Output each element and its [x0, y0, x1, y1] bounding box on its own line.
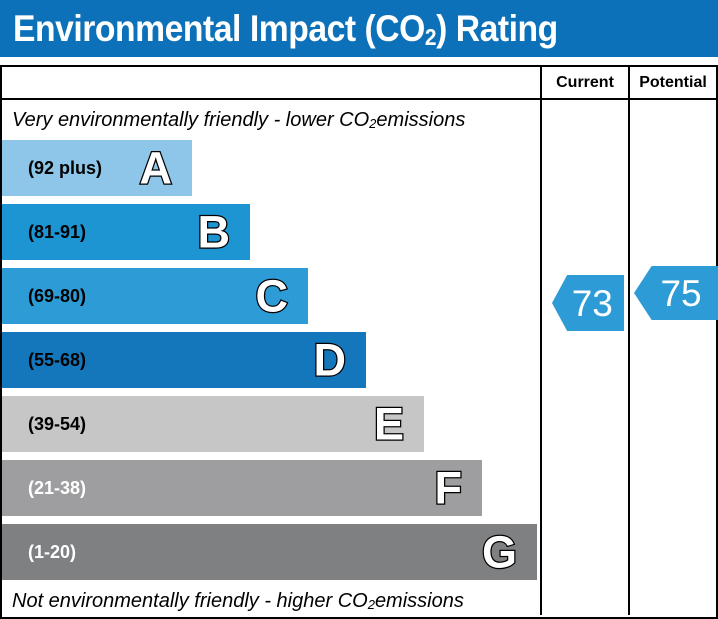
band-letter-b: B: [196, 206, 231, 258]
band-row-a: (92 plus) A: [2, 140, 540, 204]
band-bar-d: (55-68) D: [2, 332, 366, 388]
band-bar-c: (69-80) C: [2, 268, 308, 324]
top-caption: Very environmentally friendly - lower CO…: [12, 108, 466, 131]
band-range-c: (69-80): [28, 285, 87, 306]
current-column-header: Current: [540, 67, 628, 100]
title-subscript: 2: [424, 23, 437, 50]
band-bar-g: (1-20) G: [2, 524, 537, 580]
band-range-g: (1-20): [28, 541, 77, 562]
rating-table: Current Potential Very environmentally f…: [0, 65, 718, 619]
chart-title-bar: Environmental Impact (CO2) Rating: [0, 0, 718, 57]
chart-title: Environmental Impact (CO2) Rating: [13, 7, 558, 50]
band-letter-g: G: [481, 526, 519, 578]
band-range-f: (21-38): [28, 477, 87, 498]
potential-column-header: Potential: [628, 67, 716, 100]
band-letter-d: D: [312, 334, 347, 386]
band-row-e: (39-54) E: [2, 396, 540, 460]
table-corner-cell: [2, 67, 540, 100]
band-row-c: (69-80) C: [2, 268, 540, 332]
band-bar-e: (39-54) E: [2, 396, 424, 452]
band-range-b: (81-91): [28, 221, 87, 242]
band-range-e: (39-54): [28, 413, 87, 434]
potential-column: 75: [628, 100, 718, 615]
potential-rating-arrow: 75: [634, 266, 718, 320]
band-letter-f: F: [433, 462, 463, 514]
current-rating-arrow: 73: [552, 275, 624, 331]
caption-subscript: 2: [367, 597, 375, 613]
bands-column: Very environmentally friendly - lower CO…: [2, 100, 540, 615]
band-bar-a: (92 plus) A: [2, 140, 192, 196]
band-row-g: (1-20) G: [2, 524, 540, 588]
band-letter-c: C: [254, 270, 289, 322]
band-row-b: (81-91) B: [2, 204, 540, 268]
band-bar-b: (81-91) B: [2, 204, 250, 260]
band-row-f: (21-38) F: [2, 460, 540, 524]
current-rating-value: 73: [571, 282, 613, 324]
band-letter-e: E: [373, 398, 406, 450]
bottom-caption: Not environmentally friendly - higher CO…: [12, 590, 464, 613]
band-range-a: (92 plus): [28, 157, 103, 178]
band-row-d: (55-68) D: [2, 332, 540, 396]
caption-subscript: 2: [369, 115, 377, 131]
current-column: 73: [540, 100, 628, 615]
band-bar-f: (21-38) F: [2, 460, 482, 516]
potential-rating-value: 75: [660, 272, 702, 314]
band-range-d: (55-68): [28, 349, 87, 370]
band-letter-a: A: [138, 142, 173, 194]
